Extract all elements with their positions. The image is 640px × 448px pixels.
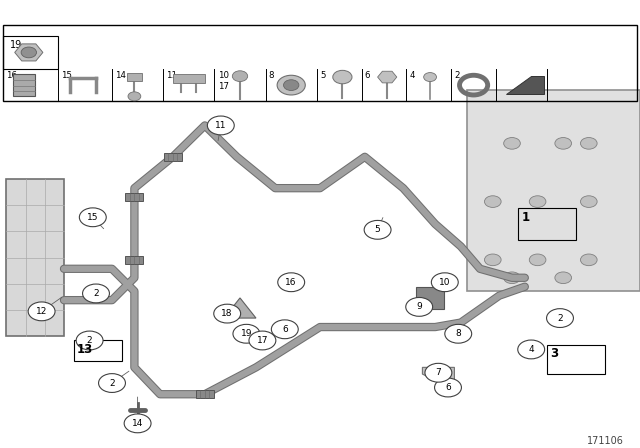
Circle shape: [99, 374, 125, 392]
Text: 2: 2: [109, 379, 115, 388]
Circle shape: [484, 254, 501, 266]
Text: 9: 9: [417, 302, 422, 311]
Circle shape: [233, 324, 260, 343]
Bar: [164, 153, 182, 161]
Circle shape: [425, 363, 452, 382]
Circle shape: [28, 302, 55, 321]
Bar: [3, 25, 637, 101]
Circle shape: [271, 320, 298, 339]
Circle shape: [580, 196, 597, 207]
Circle shape: [484, 196, 501, 207]
Text: 171106: 171106: [587, 436, 624, 446]
Circle shape: [79, 208, 106, 227]
Circle shape: [580, 138, 597, 149]
Text: 11: 11: [215, 121, 227, 130]
Circle shape: [406, 297, 433, 316]
Text: 13: 13: [77, 343, 93, 356]
Text: 2: 2: [93, 289, 99, 298]
Text: 14: 14: [115, 71, 126, 80]
Text: 6: 6: [445, 383, 451, 392]
Text: 4: 4: [410, 71, 415, 80]
Bar: [416, 287, 444, 309]
Bar: [196, 390, 214, 398]
Circle shape: [555, 272, 572, 284]
Text: 1: 1: [522, 211, 530, 224]
Circle shape: [445, 324, 472, 343]
Circle shape: [435, 378, 461, 397]
Circle shape: [504, 138, 520, 149]
Text: 2: 2: [87, 336, 92, 345]
Polygon shape: [15, 44, 43, 61]
Text: 17: 17: [257, 336, 268, 345]
Circle shape: [207, 116, 234, 135]
Text: 5: 5: [375, 225, 380, 234]
Text: 16: 16: [285, 278, 297, 287]
Circle shape: [249, 331, 276, 350]
Circle shape: [21, 47, 36, 58]
Text: 2: 2: [454, 71, 460, 80]
Circle shape: [333, 70, 352, 84]
Circle shape: [277, 75, 305, 95]
Text: 16: 16: [6, 71, 17, 80]
Circle shape: [83, 284, 109, 303]
Circle shape: [278, 273, 305, 292]
Text: 3: 3: [550, 347, 559, 360]
Text: 11: 11: [166, 71, 177, 80]
Text: 6: 6: [282, 325, 287, 334]
Polygon shape: [224, 298, 256, 318]
Circle shape: [580, 254, 597, 266]
Text: 15: 15: [61, 71, 72, 80]
Circle shape: [128, 92, 141, 101]
Circle shape: [547, 309, 573, 327]
Bar: [467, 90, 640, 291]
Text: 18: 18: [221, 309, 233, 318]
Bar: [3, 36, 58, 69]
Bar: [173, 74, 205, 83]
Bar: [127, 73, 142, 81]
Text: 2: 2: [557, 314, 563, 323]
Text: 7: 7: [436, 368, 441, 377]
Text: 15: 15: [87, 213, 99, 222]
Text: 10: 10: [439, 278, 451, 287]
Circle shape: [214, 304, 241, 323]
Text: 19: 19: [10, 40, 22, 50]
Circle shape: [364, 220, 391, 239]
Text: 6: 6: [365, 71, 371, 80]
Bar: [125, 256, 143, 264]
Circle shape: [431, 273, 458, 292]
Circle shape: [555, 138, 572, 149]
Text: 19: 19: [241, 329, 252, 338]
Circle shape: [529, 254, 546, 266]
Text: 8: 8: [456, 329, 461, 338]
Polygon shape: [378, 71, 397, 83]
Circle shape: [76, 331, 103, 350]
Polygon shape: [422, 367, 454, 385]
Circle shape: [424, 73, 436, 82]
Bar: [6, 179, 64, 336]
Circle shape: [124, 414, 151, 433]
Bar: [125, 193, 143, 201]
Text: 12: 12: [36, 307, 47, 316]
Polygon shape: [506, 76, 544, 94]
Text: 10
17: 10 17: [218, 71, 228, 90]
Text: 8: 8: [269, 71, 275, 80]
Circle shape: [518, 340, 545, 359]
Circle shape: [232, 71, 248, 82]
Text: 5: 5: [320, 71, 326, 80]
Circle shape: [504, 272, 520, 284]
Circle shape: [284, 80, 299, 90]
Bar: [13, 74, 35, 96]
Text: 14: 14: [132, 419, 143, 428]
Circle shape: [529, 196, 546, 207]
Text: 4: 4: [529, 345, 534, 354]
